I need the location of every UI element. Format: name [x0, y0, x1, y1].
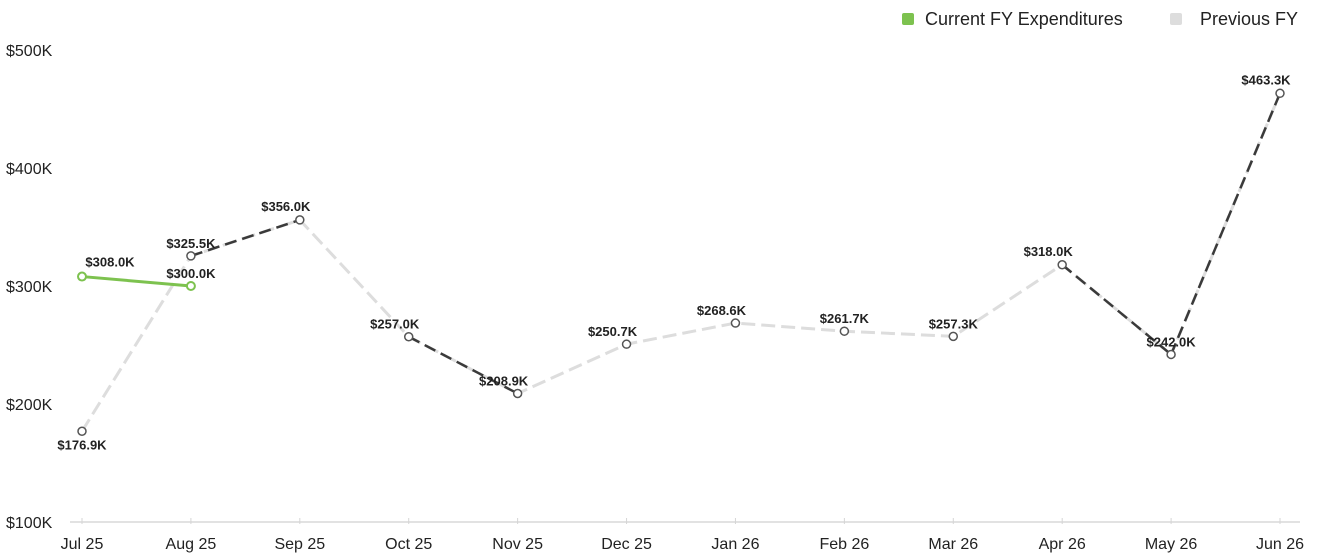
current-fy-data-label: $308.0K: [85, 255, 135, 270]
previous-fy-point: [839, 326, 850, 336]
y-tick-label: $400K: [6, 161, 53, 178]
previous-fy-data-label: $463.3K: [1241, 72, 1291, 87]
y-tick-label: $200K: [6, 397, 53, 414]
previous-fy-line: [80, 92, 1282, 433]
previous-fy-point: [621, 339, 632, 349]
previous-fy-data-label: $318.0K: [1024, 244, 1074, 259]
previous-fy-point: [186, 251, 196, 261]
previous-fy-dark-segment: [1169, 92, 1282, 355]
previous-fy-data-label: $257.0K: [370, 317, 420, 332]
previous-fy-data-label: $325.5K: [166, 236, 216, 251]
x-tick-label: Dec 25: [601, 536, 652, 553]
x-tick-label: Apr 26: [1039, 536, 1086, 553]
previous-fy-dark-segment: [190, 218, 301, 258]
previous-fy-data-label: $356.0K: [261, 199, 311, 214]
current-fy-point: [77, 271, 87, 282]
legend: Current FY Expenditures Previous FY: [902, 9, 1298, 29]
x-tick-label: Mar 26: [928, 536, 978, 553]
legend-label: Previous FY: [1200, 9, 1298, 29]
previous-fy-point: [1275, 88, 1285, 99]
previous-fy-data-label: $261.7K: [820, 311, 870, 326]
previous-fy-data-label: $242.0K: [1147, 334, 1197, 349]
previous-fy-dark-segment: [408, 335, 519, 395]
previous-fy-data-label: $208.9K: [479, 373, 529, 388]
x-tick-label: Nov 25: [492, 536, 543, 553]
previous-fy-data-label: $250.7K: [588, 324, 638, 339]
x-tick-label: Jan 26: [711, 536, 759, 553]
y-tick-label: $300K: [6, 279, 53, 296]
previous-fy-point: [512, 388, 523, 399]
x-tick-label: Sep 25: [274, 536, 325, 553]
previous-fy-dark-segment: [1061, 263, 1172, 356]
previous-fy-data-label: $176.9K: [57, 437, 107, 452]
x-tick-label: Aug 25: [166, 536, 217, 553]
previous-fy-data-label: $257.3K: [929, 316, 979, 331]
x-tick-label: May 26: [1145, 536, 1198, 553]
legend-swatch: [902, 13, 914, 25]
previous-fy-point: [948, 331, 959, 342]
current-fy-point: [185, 281, 196, 291]
legend-label: Current FY Expenditures: [925, 9, 1123, 29]
previous-fy-point: [1166, 349, 1176, 360]
data-label-layer: $176.9K $325.5K $356.0K $257.0K $208.9K $250.…: [57, 72, 1291, 452]
y-tick-label: $500K: [6, 43, 53, 60]
series-layer: [77, 88, 1285, 437]
current-fy-data-label: $300.0K: [166, 266, 216, 281]
axis-layer: $100K $200K $300K $400K $500K Jul 25 Aug 25 Sep…: [6, 43, 1304, 553]
legend-item-previous-fy[interactable]: Previous FY: [1170, 9, 1298, 29]
previous-fy-point: [730, 318, 741, 328]
previous-fy-data-label: $268.6K: [697, 303, 747, 318]
previous-fy-point: [1057, 260, 1067, 270]
x-tick-label: Oct 25: [385, 536, 432, 553]
x-tick-label: Feb 26: [819, 536, 869, 553]
legend-swatch: [1170, 13, 1182, 25]
current-fy-line: [80, 275, 193, 288]
previous-fy-point: [295, 215, 305, 225]
legend-item-current-fy[interactable]: Current FY Expenditures: [902, 9, 1123, 29]
previous-fy-point: [403, 331, 414, 342]
x-tick-label: Jun 26: [1256, 536, 1304, 553]
previous-fy-point: [77, 426, 87, 437]
x-tick-label: Jul 25: [61, 536, 104, 553]
y-tick-label: $100K: [6, 515, 53, 532]
